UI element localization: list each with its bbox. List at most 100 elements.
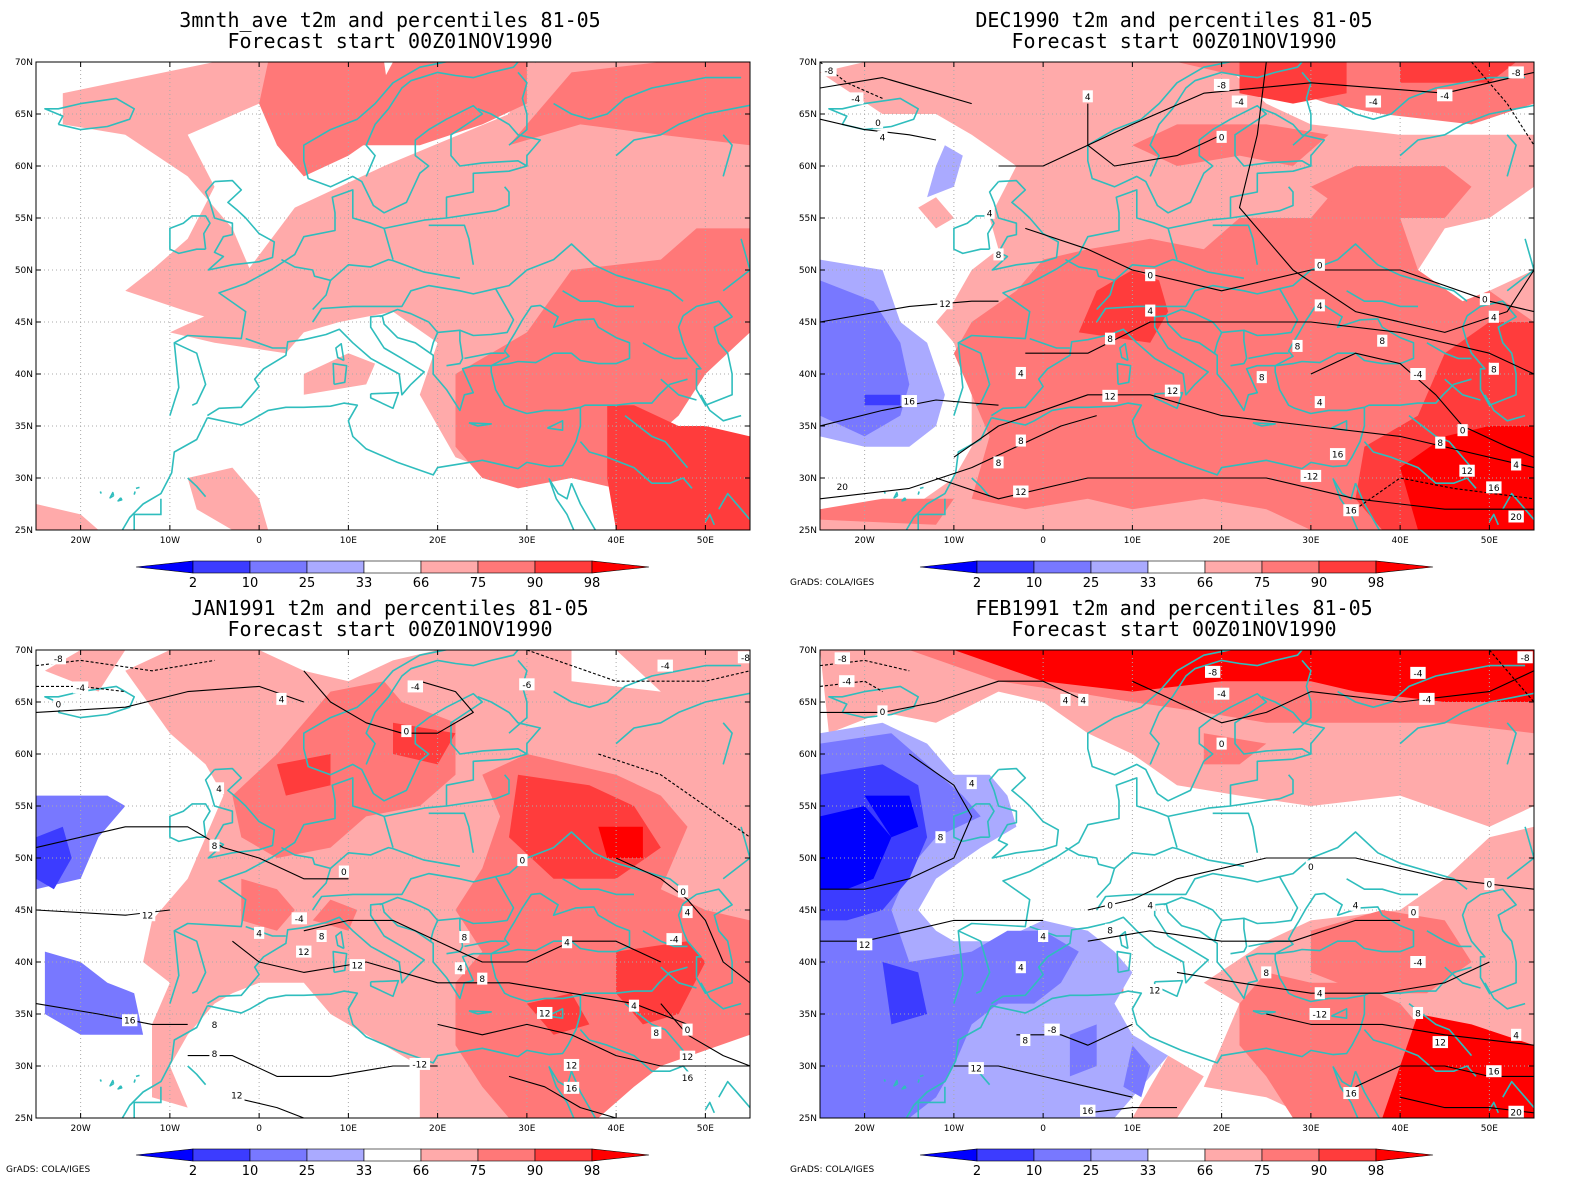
shaded-area-12 <box>526 993 590 1035</box>
colorbar-segment <box>1375 560 1434 574</box>
contour-line <box>1266 1013 1534 1046</box>
coastline <box>1502 1080 1534 1109</box>
contour-label-bg <box>477 972 488 985</box>
colorbar-label: 90 <box>527 576 544 591</box>
contour-label: 12 <box>1149 987 1160 997</box>
coastline <box>1149 62 1303 177</box>
contour-label: 4 <box>1080 696 1086 706</box>
contour-label-bg <box>651 1026 662 1039</box>
contour-label: 4 <box>1147 307 1153 317</box>
contour-line <box>232 940 688 1025</box>
contour-label: 0 <box>1482 296 1488 306</box>
contour-label: -8 <box>1521 654 1530 664</box>
contour-label-bg <box>901 395 917 408</box>
coastline <box>1248 352 1289 360</box>
contour-label-bg <box>459 931 470 944</box>
contour-label-bg <box>1488 310 1499 323</box>
lon-label: 50E <box>1481 1124 1498 1134</box>
lon-label: 30E <box>1302 536 1319 546</box>
contour-label: 12 <box>1015 488 1026 498</box>
lat-label: 50N <box>15 854 33 864</box>
panel-title: 3mnth_ave t2m and percentiles 81-05 <box>179 8 601 32</box>
coastline <box>1506 134 1517 177</box>
axes: 20W 10W 0 10E 20E 30E 40E 50E 70N 65N 60N 55N 50N 45N… <box>15 646 750 1134</box>
coastline <box>722 826 750 880</box>
lon-label: 50E <box>697 1124 714 1134</box>
coastline <box>953 650 1320 1004</box>
lat-label: 35N <box>799 1010 817 1020</box>
contour-label-bg <box>1419 692 1435 705</box>
colorbar-segment <box>1204 560 1263 574</box>
lat-label: 40N <box>799 370 817 380</box>
contour-label-bg <box>877 130 888 143</box>
contour-label: 12 <box>566 1061 577 1071</box>
contour-label-bg <box>968 1062 984 1075</box>
contour-label: 4 <box>1317 990 1323 1000</box>
coastline <box>722 134 733 177</box>
coastline <box>1399 862 1468 890</box>
lat-label: 70N <box>799 646 817 656</box>
contour-label-bg <box>316 930 327 942</box>
contour-label: 8 <box>653 1029 659 1039</box>
map-frame <box>35 649 751 1119</box>
shaded-area-12 <box>1069 1024 1097 1077</box>
lat-label: 45N <box>799 906 817 916</box>
coastline <box>117 1085 123 1090</box>
contour-label: -4 <box>1369 98 1378 108</box>
coastline <box>490 892 631 955</box>
shaded-area-9 <box>277 754 331 796</box>
colorbar-segment <box>249 560 308 574</box>
coastline <box>1484 982 1526 1010</box>
contour-label: 0 <box>520 857 526 867</box>
contour-label: -8 <box>1208 668 1217 678</box>
contour-line <box>187 1055 438 1077</box>
colorbar-label: 2 <box>973 576 981 591</box>
colorbar-label: 66 <box>413 1164 430 1179</box>
shaded-area-15 <box>864 394 901 406</box>
colorbar: 2 10 25 33 66 75 90 98 <box>135 1148 650 1179</box>
contour-label-bg <box>1020 1034 1031 1046</box>
lat-label: 35N <box>799 422 817 432</box>
contour-label: 12 <box>231 1092 242 1102</box>
coastline <box>953 803 995 843</box>
contour-line <box>1176 961 1490 994</box>
coastline <box>1029 925 1070 937</box>
contour-label: 12 <box>939 300 950 310</box>
contour-label: -4 <box>670 936 679 946</box>
contour-line <box>1087 857 1534 911</box>
contour-label-bg <box>937 297 953 310</box>
coastline <box>169 650 536 1004</box>
contour-label-bg <box>338 865 350 878</box>
coastline <box>700 394 742 422</box>
contour-labels: -8-404484-8-40-4-4-812162048128812041204… <box>821 64 1524 523</box>
coastline <box>490 304 631 367</box>
colorbar-label: 10 <box>242 576 259 591</box>
contour-label: 0 <box>875 119 881 129</box>
contour-label: 8 <box>1018 437 1024 447</box>
lat-label: 30N <box>799 474 817 484</box>
coastline <box>919 486 924 490</box>
lat-label: 45N <box>15 318 33 328</box>
contour-label-bg <box>1205 665 1221 678</box>
coastline <box>553 664 742 708</box>
contour-line <box>1025 227 1534 313</box>
coastline <box>109 1079 115 1087</box>
coastline <box>722 722 733 765</box>
coastline <box>121 417 209 530</box>
coastline <box>1488 513 1500 526</box>
contour-label: 0 <box>1487 881 1493 891</box>
coastline <box>187 477 207 498</box>
coastline <box>1461 300 1517 407</box>
coastline <box>169 215 211 255</box>
contour-label: 16 <box>1082 1107 1094 1117</box>
lon-label: 10W <box>944 1124 964 1134</box>
contour-label-bg <box>877 705 888 718</box>
contour-label: -4 <box>851 95 860 105</box>
shaded-area-5 <box>1132 124 1329 166</box>
lon-label: 40E <box>1392 536 1409 546</box>
colorbar-segment <box>1318 1148 1377 1162</box>
contour-label-bg <box>677 885 689 898</box>
contour-label-bg <box>1314 396 1325 409</box>
coastline <box>1484 394 1526 422</box>
contour-label-bg <box>1104 898 1116 911</box>
